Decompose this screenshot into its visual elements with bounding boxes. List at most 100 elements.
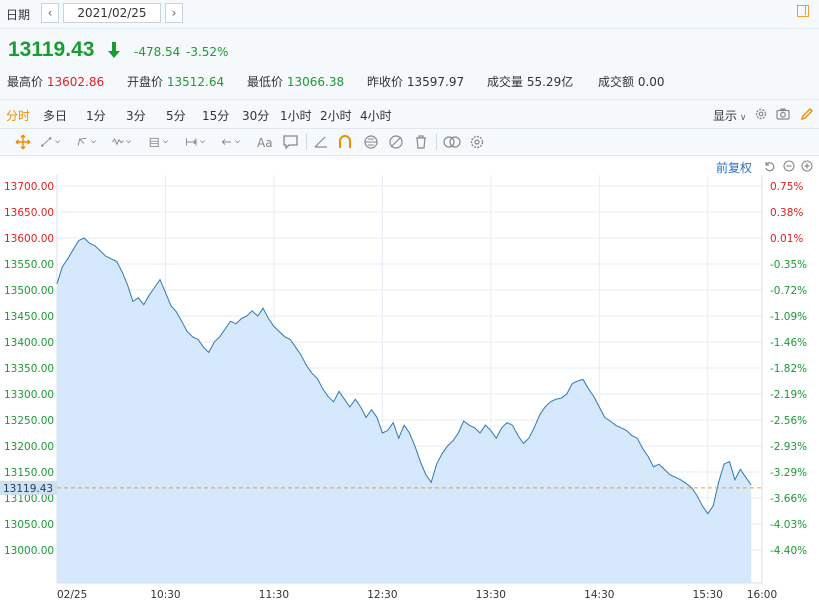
x-tick-label: 10:30	[150, 589, 180, 601]
stat-value: 13602.86	[46, 75, 105, 89]
intraday-chart[interactable]: 13700.00 13650.00 13600.00 13550.00 13500.00…	[0, 175, 819, 606]
last-price: 13119.43	[8, 38, 95, 61]
tab-4h[interactable]: 4小时	[360, 109, 392, 123]
period-tabs	[0, 100, 819, 129]
tab-5min[interactable]: 5分	[166, 109, 186, 123]
y-tick-label: 13200.00	[4, 441, 54, 453]
toolbar-divider	[306, 134, 307, 150]
display-menu[interactable]: 显示 ∨	[713, 107, 746, 124]
zoom-in-icon[interactable]	[801, 160, 813, 172]
compare-icon[interactable]	[441, 134, 463, 150]
current-price-tag-bg	[0, 480, 57, 495]
price-adjust-menu[interactable]: 前复权	[716, 161, 753, 175]
line-tool-icon[interactable]	[40, 134, 62, 150]
text-tool-icon[interactable]: Aa	[255, 134, 277, 150]
panel-toggle-icon[interactable]	[797, 5, 809, 17]
y-pct-label: -2.93%	[770, 441, 807, 453]
wave-tool-icon[interactable]	[111, 134, 133, 150]
angle-tool-icon[interactable]	[310, 134, 332, 150]
next-date-button[interactable]: ›	[165, 3, 183, 23]
tab-2h[interactable]: 2小时	[320, 109, 352, 123]
stat-value: 13597.97	[406, 75, 465, 89]
drawing-toolbar	[0, 129, 819, 156]
stat-label: 昨收价	[367, 75, 404, 89]
y-pct-label: -2.19%	[770, 389, 807, 401]
y-pct-label: -3.66%	[770, 493, 807, 505]
hide-icon[interactable]	[385, 134, 407, 150]
x-tick-label: 14:30	[584, 589, 614, 601]
tab-1min[interactable]: 1分	[86, 109, 106, 123]
trash-icon[interactable]	[410, 134, 432, 150]
lock-icon[interactable]	[360, 134, 382, 150]
display-label: 显示	[713, 109, 738, 123]
current-price-tag: 13119.43	[0, 480, 57, 495]
x-tick-label: 16:00	[747, 589, 777, 601]
camera-icon[interactable]	[776, 107, 790, 121]
y-tick-label: 13550.00	[4, 259, 54, 271]
y-tick-label: 13350.00	[4, 363, 54, 375]
range-tool-icon[interactable]	[185, 134, 207, 150]
y-tick-label: 13700.00	[4, 181, 54, 193]
y-pct-label: -1.09%	[770, 311, 807, 323]
stat-value: 55.29亿	[526, 75, 574, 89]
svg-text:Aa: Aa	[257, 136, 273, 150]
x-axis: 02/25 10:30 11:30 12:30 13:30 14:30 15:30 16:00	[57, 589, 777, 601]
x-tick-label: 15:30	[693, 589, 723, 601]
stat-low: 最低价 13066.38	[247, 73, 344, 90]
fib-tool-icon[interactable]	[148, 134, 170, 150]
stat-label: 最高价	[7, 75, 44, 89]
chevron-down-icon: ∨	[737, 113, 747, 123]
stat-label: 开盘价	[127, 75, 164, 89]
down-arrow-icon	[108, 42, 120, 58]
x-tick-label: 13:30	[476, 589, 506, 601]
y-tick-label: 13650.00	[4, 207, 54, 219]
move-icon[interactable]	[12, 134, 34, 150]
y-pct-label: 0.75%	[770, 181, 803, 193]
y-tick-label: 13600.00	[4, 233, 54, 245]
y-tick-label: 13100.00	[4, 493, 54, 505]
pencil-icon[interactable]	[800, 107, 814, 121]
y-tick-label: 13050.00	[4, 519, 54, 531]
price-area	[57, 238, 752, 583]
arrow-tool-icon[interactable]	[220, 134, 242, 150]
prev-date-button[interactable]: ‹	[41, 3, 59, 23]
tab-15min[interactable]: 15分	[202, 109, 230, 123]
polyline-tool-icon[interactable]	[76, 134, 98, 150]
stat-value: 13512.64	[166, 75, 225, 89]
y-tick-label: 13250.00	[4, 415, 54, 427]
y-tick-label: 13400.00	[4, 337, 54, 349]
toolbar-divider	[436, 134, 437, 150]
tab-multi-day[interactable]: 多日	[43, 109, 68, 123]
y-pct-label: -0.35%	[770, 259, 807, 271]
y-pct-label: 0.38%	[770, 207, 803, 219]
x-tick-label: 12:30	[367, 589, 397, 601]
gear-icon[interactable]	[754, 107, 768, 121]
date-label: 日期	[6, 8, 31, 22]
settings-icon[interactable]	[466, 134, 488, 150]
price-change: -478.54	[134, 45, 181, 59]
quote-panel	[0, 29, 819, 100]
magnet-icon[interactable]	[334, 134, 356, 150]
stat-value: 13066.38	[286, 75, 345, 89]
stat-label: 最低价	[247, 75, 284, 89]
stat-turnover: 成交额 0.00	[598, 73, 665, 90]
x-tick-label: 11:30	[259, 589, 289, 601]
tab-3min[interactable]: 3分	[126, 109, 146, 123]
y-pct-label: 0.01%	[770, 233, 803, 245]
y-axis-left: 13700.00 13650.00 13600.00 13550.00 13500.00…	[4, 181, 54, 557]
y-pct-label: -1.82%	[770, 363, 807, 375]
tab-intraday[interactable]: 分时	[6, 109, 31, 123]
y-tick-label: 13300.00	[4, 389, 54, 401]
tab-30min[interactable]: 30分	[242, 109, 270, 123]
x-tick-label: 02/25	[57, 589, 87, 601]
y-axis-right: 0.75% 0.38% 0.01% -0.35% -0.72% -1.09% -1.46% -…	[770, 181, 807, 557]
y-pct-label: -4.40%	[770, 545, 807, 557]
note-tool-icon[interactable]	[280, 134, 302, 150]
date-picker[interactable]: 2021/02/25	[63, 3, 161, 23]
zoom-out-icon[interactable]	[783, 160, 795, 172]
undo-icon[interactable]	[763, 160, 775, 172]
y-pct-label: -4.03%	[770, 519, 807, 531]
stat-label: 成交量	[487, 75, 524, 89]
tab-1h[interactable]: 1小时	[280, 109, 312, 123]
y-tick-label: 13500.00	[4, 285, 54, 297]
